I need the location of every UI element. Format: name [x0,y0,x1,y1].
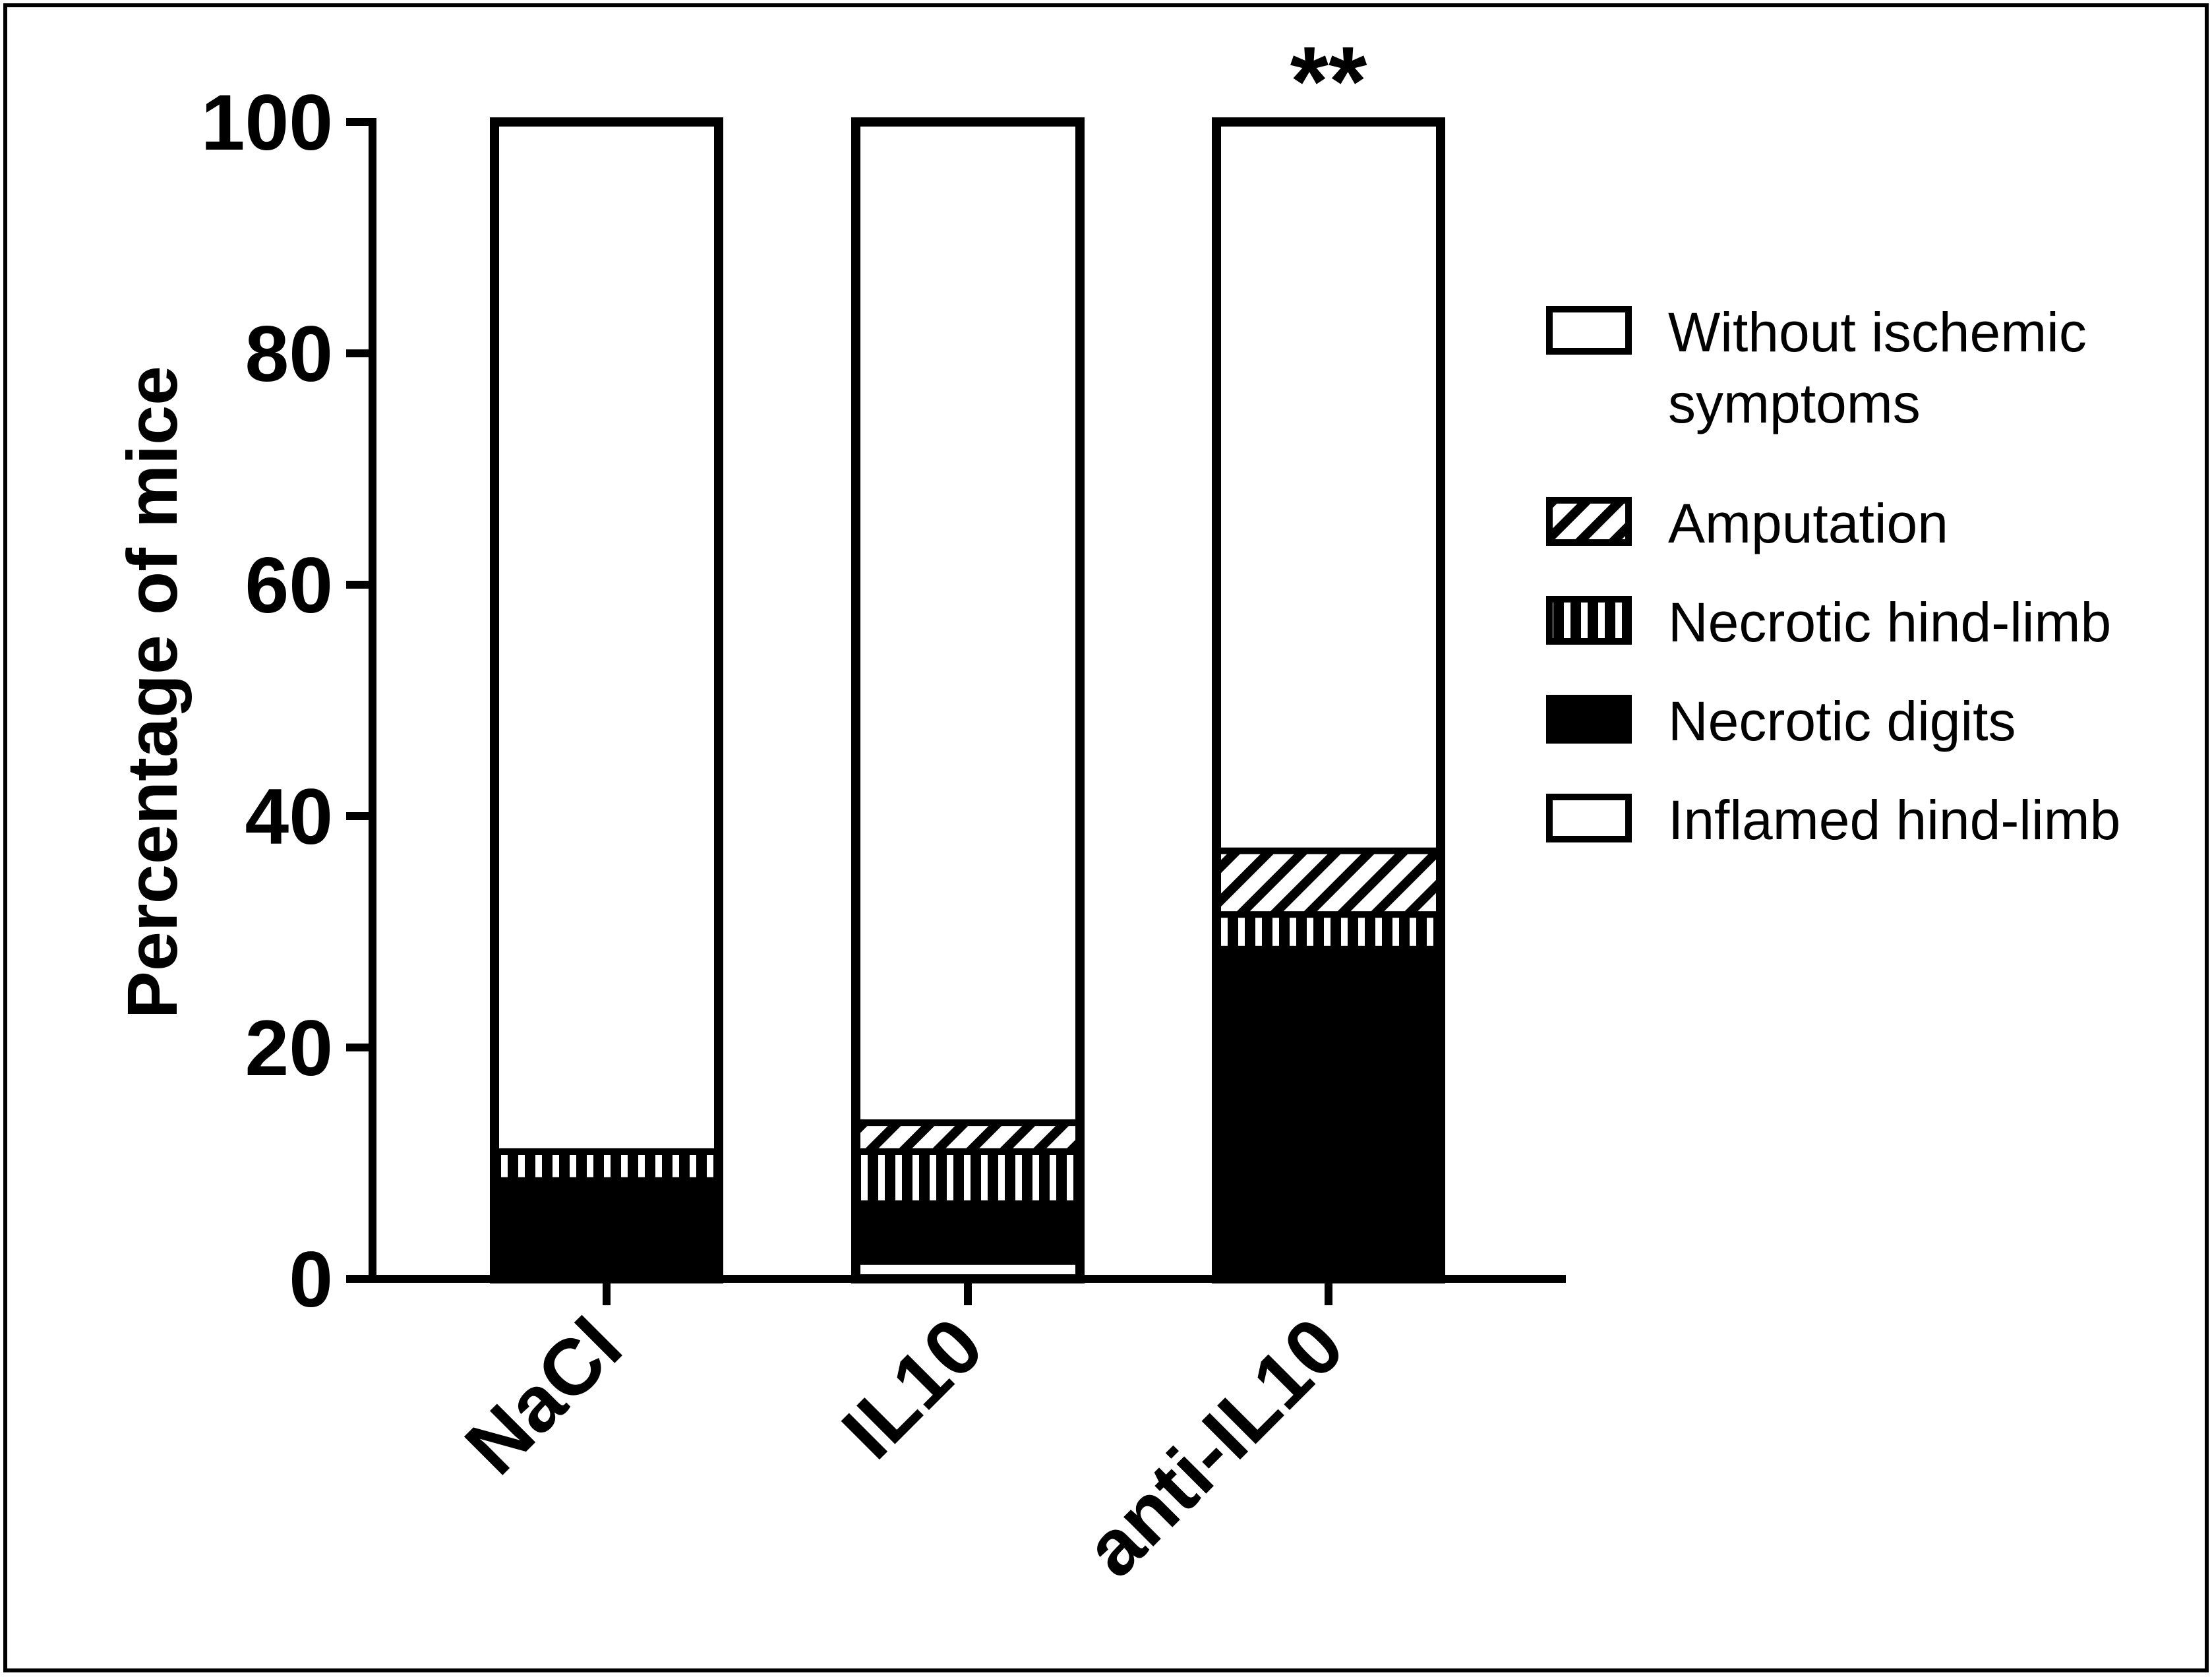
legend-swatch [1546,596,1632,645]
legend-label: Amputation [1668,492,1948,554]
bar-segment-necrotic-hind-limb [1213,911,1444,953]
legend-item: Necrotic digits [1546,690,2016,752]
y-tick-label: 100 [201,78,333,167]
legend-swatch [1546,306,1632,355]
bar-segment-necrotic-hind-limb [852,1148,1083,1207]
legend-item: Without ischemic symptoms [1546,301,2087,434]
legend-swatch [1546,695,1632,744]
x-tick-label: NaCl [448,1301,638,1491]
y-axis-title: Percentage of mice [112,366,192,1018]
legend: Without ischemic symptoms Amputation Necrot… [1546,301,2120,851]
legend-label: Necrotic digits [1668,690,2016,752]
x-tick-label: anti-IL10 [1068,1301,1361,1594]
bar-segment-necrotic-hind-limb [491,1148,722,1184]
legend-label: Inflamed hind-limb [1668,789,2120,851]
bar-segment-without-ischemic-symptoms [491,119,722,1155]
bar-group-nacl [490,117,723,1283]
legend-item: Necrotic hind-limb [1546,591,2111,653]
legend-label: Without ischemic [1668,301,2087,363]
legend-swatch [1546,794,1632,842]
legend-swatch [1546,497,1632,546]
legend-item: Amputation [1546,492,1948,554]
bar-segment-amputation [852,1119,1083,1155]
bar-group-anti-il10 [1212,117,1445,1283]
bar-segment-without-ischemic-symptoms [852,119,1083,1127]
x-tick-label: IL10 [825,1301,1000,1476]
y-tick-label: 40 [245,773,333,861]
bar-segment-necrotic-digits [491,1177,722,1282]
figure-frame [3,3,2209,1672]
bar-segment-necrotic-digits [852,1200,1083,1265]
bars-layer [490,117,1445,1283]
bar-segment-without-ischemic-symptoms [1213,119,1444,854]
y-tick-label: 0 [289,1235,333,1324]
bar-group-il10 [851,117,1085,1283]
y-tick-label: 20 [245,1004,333,1092]
y-tick-label: 60 [245,541,333,630]
legend-label: Necrotic hind-limb [1668,591,2111,653]
legend-label: symptoms [1668,372,1921,434]
bar-segment-necrotic-digits [1213,945,1444,1282]
y-tick-label: 80 [245,310,333,398]
significance-annotation: ** [1290,26,1367,136]
bar-segment-amputation [1213,847,1444,918]
legend-item: Inflamed hind-limb [1546,789,2120,851]
